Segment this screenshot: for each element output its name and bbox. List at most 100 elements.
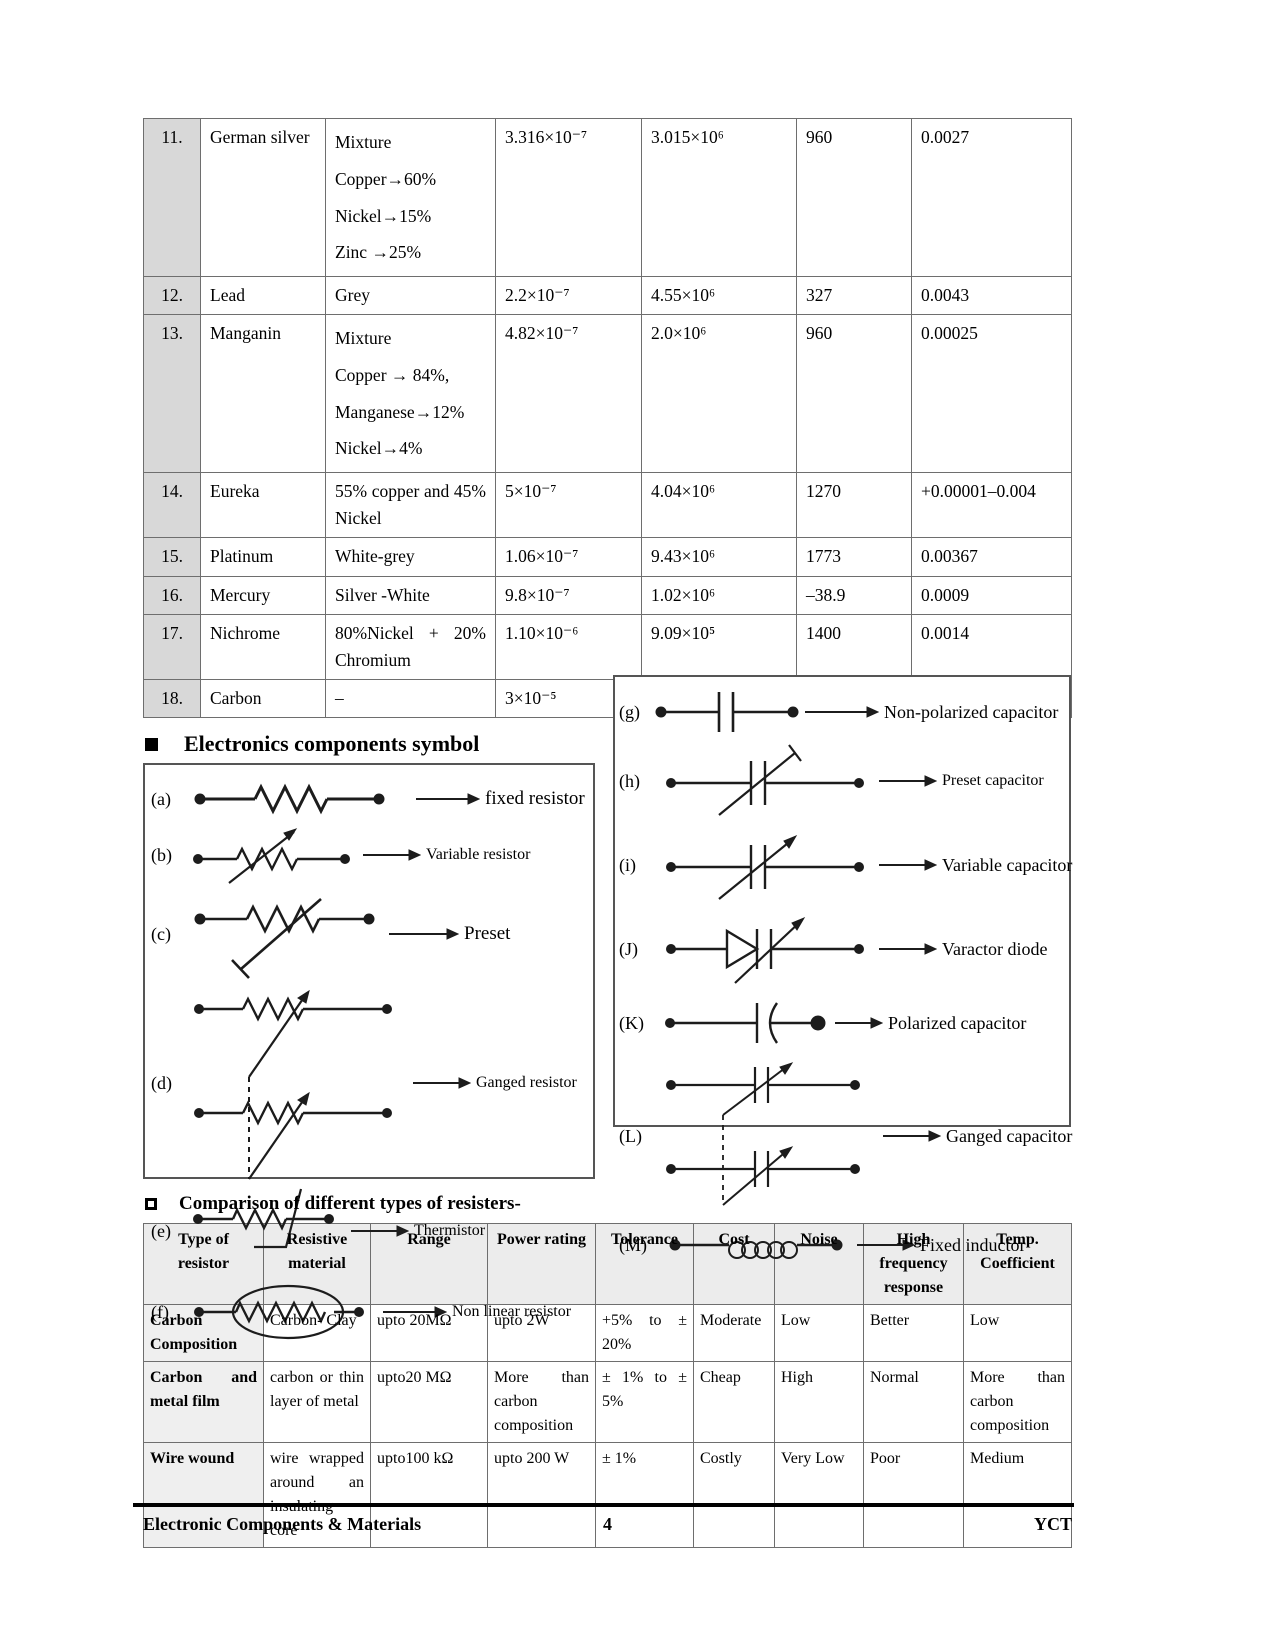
cell-melting-point: 960	[796, 314, 912, 474]
symbol-row: (K) Polarized capacitor	[619, 999, 1065, 1047]
cell-temp-coeff: 0.00367	[911, 537, 1072, 577]
symbols-section: Electronics components symbol (a)	[143, 675, 1072, 1340]
cell-material-name: Manganin	[200, 314, 326, 474]
column-header: Power rating	[487, 1223, 596, 1305]
column-header: Temp. Coefficient	[963, 1223, 1072, 1305]
cell-melting-point: 1400	[796, 613, 912, 680]
cell-colour: 55% copper and 45% Nickel	[325, 472, 496, 539]
column-header: Range	[370, 1223, 488, 1305]
symbol-row: (d)	[151, 981, 587, 1185]
symbol-key: (J)	[619, 938, 638, 959]
cell-colour: –	[325, 678, 496, 719]
fixed-resistor-symbol-icon	[194, 783, 385, 815]
comparison-cell: upto100 kΩ	[370, 1442, 488, 1548]
capacitor-symbols-box: (g) Non-polarized capacitor	[613, 675, 1072, 1259]
comparison-cell: wire wrapped around an insulating core	[263, 1442, 371, 1548]
symbol-key: (a)	[151, 788, 171, 809]
cell-temp-coeff: 0.00025	[911, 314, 1072, 474]
hollow-square-bullet-icon	[145, 1198, 157, 1210]
comparison-cell: Wire wound	[143, 1442, 264, 1548]
comparison-cell: Low	[774, 1304, 864, 1362]
comparison-heading: Comparison of different types of resiste…	[145, 1193, 1071, 1215]
cell-resistivity: 1.06×10⁻⁷	[495, 537, 642, 577]
pointer-arrow-icon	[389, 928, 459, 940]
cell-sno: 18.	[143, 678, 201, 719]
cell-sno: 13.	[143, 314, 201, 474]
symbol-label: Preset capacitor	[942, 772, 1044, 789]
cell-melting-point: 960	[796, 118, 912, 277]
footer-page-number: 4	[603, 1514, 612, 1534]
footer-book-title: Electronic Components & Materials	[143, 1514, 422, 1534]
table-row: Carbon Composition Carbon- Clay upto 20M…	[143, 1304, 1072, 1362]
comparison-cell: Moderate	[693, 1304, 775, 1362]
comparison-cell: More than carbon composition	[963, 1361, 1072, 1443]
symbol-label: Varactor diode	[942, 938, 1048, 959]
cell-conductivity: 4.55×10⁶	[641, 275, 797, 316]
cell-resistivity: 9.8×10⁻⁷	[495, 575, 642, 615]
symbol-key: (c)	[151, 923, 171, 944]
cell-resistivity: 5×10⁻⁷	[495, 472, 642, 539]
thermistor-symbol-icon	[193, 1188, 334, 1249]
pointer-arrow-icon	[879, 943, 937, 955]
cell-sno: 14.	[143, 472, 201, 539]
non-polarized-capacitor-symbol-icon	[655, 692, 799, 732]
pointer-arrow-icon	[879, 859, 937, 871]
symbol-row: (b) Variable res	[151, 823, 587, 887]
cell-conductivity: 9.43×10⁶	[641, 537, 797, 577]
symbol-key: (h)	[619, 770, 640, 791]
cell-material-name: Platinum	[200, 537, 326, 577]
symbol-label: fixed resistor	[485, 788, 585, 809]
comparison-table: Type of resistor Resistive material Rang…	[143, 1223, 1072, 1548]
comparison-cell: +5% to ± 20%	[595, 1304, 694, 1362]
symbol-row: (g) Non-polarized capacitor	[619, 689, 1065, 735]
cell-melting-point: 1270	[796, 472, 912, 539]
cell-material-name: Eureka	[200, 472, 326, 539]
filled-square-bullet-icon	[145, 737, 158, 751]
comparison-cell: Carbon- Clay	[263, 1304, 371, 1362]
table-row: Carbon and metal film carbon or thin lay…	[143, 1361, 1072, 1443]
cell-colour: White-grey	[325, 537, 496, 577]
variable-capacitor-symbol-icon	[666, 834, 864, 900]
pointer-arrow-icon	[879, 775, 937, 787]
table-row: 16. Mercury Silver -White 9.8×10⁻⁷ 1.02×…	[143, 575, 1072, 615]
section-heading-text: Electronics components symbol	[184, 731, 480, 756]
comparison-cell: Costly	[693, 1442, 775, 1548]
cell-sno: 16.	[143, 575, 201, 615]
variable-resistor-symbol-icon	[193, 828, 350, 884]
pointer-arrow-icon	[835, 1017, 883, 1029]
cell-colour: 80%Nickel + 20% Chromium	[325, 613, 496, 680]
symbol-label: Ganged capacitor	[946, 1125, 1073, 1146]
cell-material-name: Nichrome	[200, 613, 326, 680]
symbol-key: (e)	[151, 1220, 171, 1241]
cell-temp-coeff: 0.0014	[911, 613, 1072, 680]
preset-capacitor-symbol-icon	[666, 744, 864, 816]
comparison-cell: upto 20MΩ	[370, 1304, 488, 1362]
cell-temp-coeff: 0.0009	[911, 575, 1072, 615]
cell-temp-coeff: 0.0027	[911, 118, 1072, 277]
ganged-capacitor-symbol-icon	[666, 1062, 860, 1206]
comparison-cell: Poor	[863, 1442, 964, 1548]
comparison-cell: Carbon and metal film	[143, 1361, 264, 1443]
cell-sno: 12.	[143, 275, 201, 316]
column-header: Tolerance	[595, 1223, 694, 1305]
table-row: 11. German silver Mixture Copper→60% Nic…	[143, 118, 1072, 277]
table-row: 14. Eureka 55% copper and 45% Nickel 5×1…	[143, 472, 1072, 539]
symbol-key: (g)	[619, 701, 640, 722]
comparison-cell: Normal	[863, 1361, 964, 1443]
cell-conductivity: 9.09×10⁵	[641, 613, 797, 680]
comparison-cell: ± 1%	[595, 1442, 694, 1548]
symbol-label: Preset	[464, 923, 511, 944]
table-row: 17. Nichrome 80%Nickel + 20% Chromium 1.…	[143, 613, 1072, 680]
cell-sno: 17.	[143, 613, 201, 680]
cell-melting-point: –38.9	[796, 575, 912, 615]
polarized-capacitor-symbol-icon	[665, 1002, 826, 1044]
preset-resistor-symbol-icon	[194, 898, 375, 979]
comparison-cell: upto20 MΩ	[370, 1361, 488, 1443]
column-header: Cost	[693, 1223, 775, 1305]
page-content: 11. German silver Mixture Copper→60% Nic…	[143, 118, 1072, 1548]
ganged-resistor-symbol-icon	[194, 989, 392, 1180]
comparison-cell: Medium	[963, 1442, 1072, 1548]
comparison-cell: Cheap	[693, 1361, 775, 1443]
cell-resistivity: 3.316×10⁻⁷	[495, 118, 642, 277]
